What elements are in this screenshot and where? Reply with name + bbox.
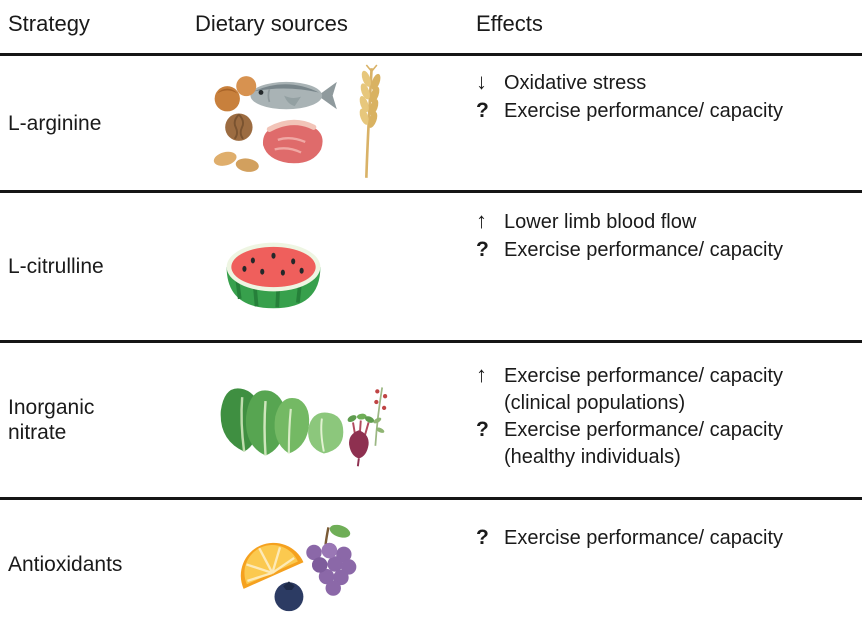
effect-subtext: (healthy individuals) <box>504 446 681 468</box>
blueberry-icon <box>274 581 304 612</box>
lettuce-icon <box>307 412 343 454</box>
question-mark-icon: ? <box>476 526 489 549</box>
effect-text: Exercise performance/ capacity <box>504 527 784 549</box>
watermelon-icon <box>226 242 320 308</box>
red-meat-icon <box>262 119 323 164</box>
almond-icon <box>213 151 259 172</box>
question-mark-icon: ? <box>476 99 489 122</box>
sources-cell <box>182 56 474 190</box>
effect-line: ? Exercise performance/ capacity <box>476 524 862 552</box>
row-l-citrulline: L-citrulline ↑ <box>0 190 862 340</box>
effect-text: Lower limb blood flow <box>504 211 697 233</box>
grapes-icon <box>306 524 357 596</box>
table-header: Strategy Dietary sources Effects <box>0 0 862 53</box>
effect-text: Exercise performance/ capacity <box>504 100 784 122</box>
effects-cell: ↓ Oxidative stress ? Exercise performanc… <box>474 56 862 190</box>
sources-cell <box>182 193 474 340</box>
walnut-icon <box>225 113 253 141</box>
antioxidants-sources-illustration <box>240 524 357 612</box>
effects-cell: ↑ Lower limb blood flow ? Exercise perfo… <box>474 193 862 340</box>
col-header-strategy: Strategy <box>8 11 90 36</box>
effect-line: ? Exercise performance/ capacity <box>476 97 862 125</box>
row-inorganic-nitrate: Inorganic nitrate <box>0 340 862 497</box>
strategy-label: L-arginine <box>8 111 102 135</box>
effect-subtext: (clinical populations) <box>504 392 686 414</box>
effects-cell: ? Exercise performance/ capacity <box>474 500 862 628</box>
effect-text: Exercise performance/ capacity <box>504 365 784 387</box>
effect-text: Exercise performance/ capacity <box>504 419 784 441</box>
beetroot-icon <box>347 413 374 466</box>
strategy-cell: Antioxidants <box>0 500 182 628</box>
question-mark-icon: ? <box>476 238 489 261</box>
col-header-dietary-sources: Dietary sources <box>195 11 348 36</box>
sprig-icon <box>372 386 387 446</box>
effect-line: ↑ Exercise performance/ capacity <box>476 361 862 390</box>
strategy-label: L-citrulline <box>8 255 104 278</box>
down-arrow-icon: ↓ <box>476 69 487 94</box>
sources-cell <box>182 500 474 628</box>
effect-line: ? Exercise performance/ capacity <box>476 416 862 444</box>
effect-line: ? Exercise performance/ capacity <box>476 236 862 264</box>
fish-icon <box>250 81 337 110</box>
inorganic-nitrate-sources-illustration <box>220 386 387 466</box>
effect-text: Oxidative stress <box>504 72 647 94</box>
effects-cell: ↑ Exercise performance/ capacity (clinic… <box>474 343 862 497</box>
sources-cell <box>182 343 474 497</box>
question-mark-icon: ? <box>476 418 489 441</box>
up-arrow-icon: ↑ <box>476 362 487 387</box>
wheat-icon <box>359 64 381 178</box>
l-arginine-sources-illustration <box>213 64 381 178</box>
up-arrow-icon: ↑ <box>476 208 487 233</box>
hazelnut-icon <box>214 76 257 112</box>
col-header-effects: Effects <box>476 11 543 36</box>
strategy-cell: Inorganic nitrate <box>0 343 182 497</box>
strategy-cell: L-citrulline <box>0 193 182 340</box>
strategy-label: Antioxidants <box>8 552 123 576</box>
orange-slice-icon <box>240 542 304 589</box>
strategy-label: Inorganic nitrate <box>8 396 95 444</box>
row-l-arginine: L-arginine <box>0 53 862 190</box>
effect-text: Exercise performance/ capacity <box>504 239 784 261</box>
row-antioxidants: Antioxidants <box>0 497 862 628</box>
effect-line: ↓ Oxidative stress <box>476 68 862 97</box>
kale-icon <box>220 387 309 456</box>
strategy-cell: L-arginine <box>0 56 182 190</box>
effect-line: ↑ Lower limb blood flow <box>476 207 862 236</box>
